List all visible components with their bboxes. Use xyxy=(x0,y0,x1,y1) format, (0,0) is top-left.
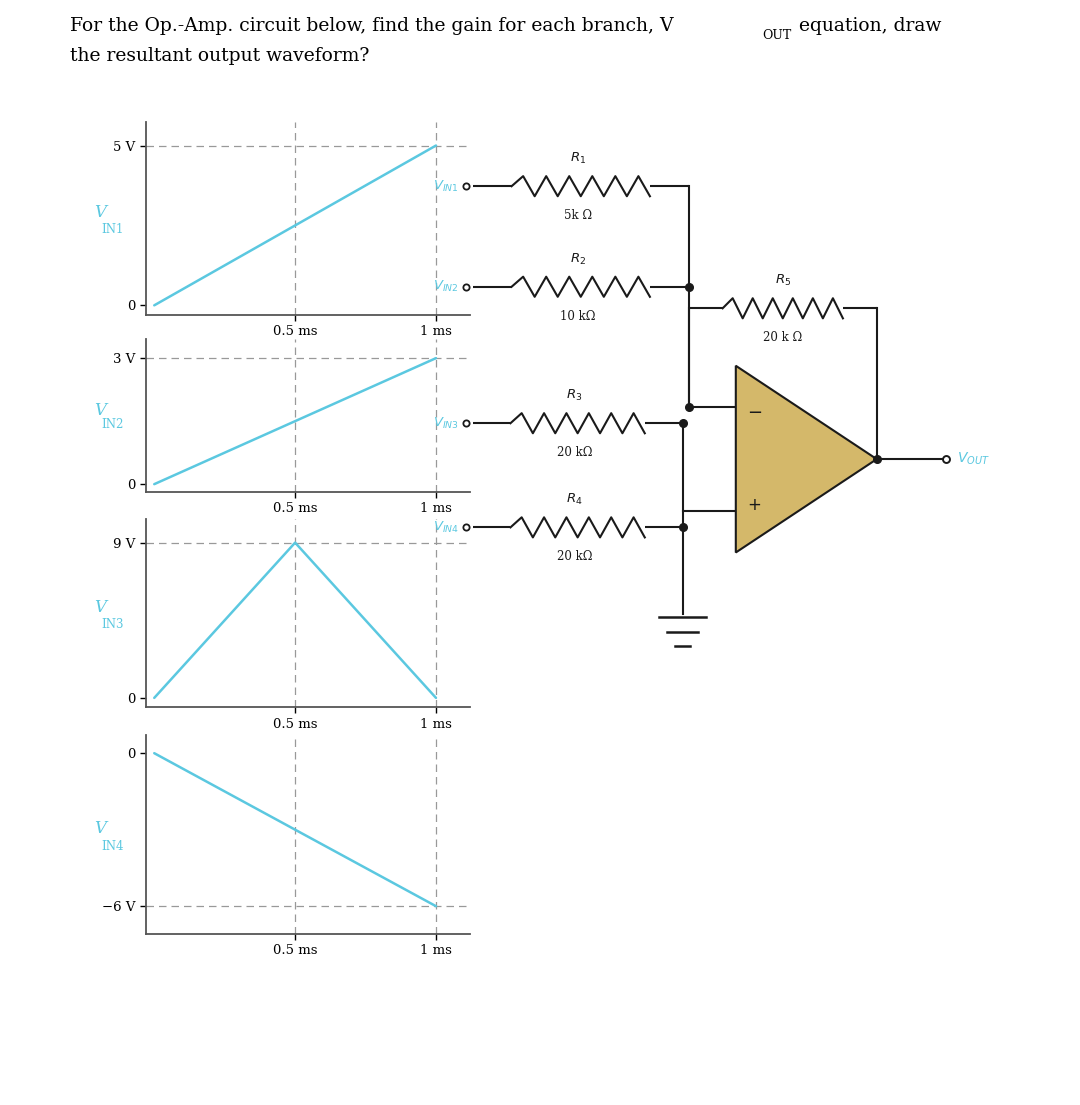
Text: $V_{IN3}$: $V_{IN3}$ xyxy=(433,415,459,431)
Text: 20 k Ω: 20 k Ω xyxy=(764,332,802,345)
Text: $V_{IN2}$: $V_{IN2}$ xyxy=(433,280,459,294)
Text: 20 kΩ: 20 kΩ xyxy=(557,550,592,564)
Text: $R_4$: $R_4$ xyxy=(566,492,583,507)
Text: +: + xyxy=(747,496,761,514)
Text: $V_{IN1}$: $V_{IN1}$ xyxy=(433,179,459,193)
Text: V: V xyxy=(94,402,106,420)
Text: $R_2$: $R_2$ xyxy=(569,252,585,266)
Text: $V_{IN4}$: $V_{IN4}$ xyxy=(433,519,459,535)
Text: V: V xyxy=(94,204,106,221)
Text: OUT: OUT xyxy=(762,29,792,42)
Text: IN2: IN2 xyxy=(102,418,124,431)
Text: IN1: IN1 xyxy=(102,223,124,236)
Text: IN4: IN4 xyxy=(102,840,124,853)
Text: For the Op.-Amp. circuit below, find the gain for each branch, V: For the Op.-Amp. circuit below, find the… xyxy=(70,17,674,35)
Text: the resultant output waveform?: the resultant output waveform? xyxy=(70,48,369,65)
Text: $V_{OUT}$: $V_{OUT}$ xyxy=(957,451,989,467)
Text: 10 kΩ: 10 kΩ xyxy=(559,309,595,323)
Polygon shape xyxy=(735,366,877,552)
Text: V: V xyxy=(94,820,106,836)
Text: equation, draw: equation, draw xyxy=(793,17,942,35)
Text: V: V xyxy=(94,599,106,617)
Text: 5k Ω: 5k Ω xyxy=(564,209,592,222)
Text: IN3: IN3 xyxy=(102,618,124,631)
Text: −: − xyxy=(747,404,762,422)
Text: $R_5$: $R_5$ xyxy=(774,273,791,288)
Text: $R_3$: $R_3$ xyxy=(566,388,583,403)
Text: 20 kΩ: 20 kΩ xyxy=(557,446,592,460)
Text: $R_1$: $R_1$ xyxy=(569,151,585,166)
